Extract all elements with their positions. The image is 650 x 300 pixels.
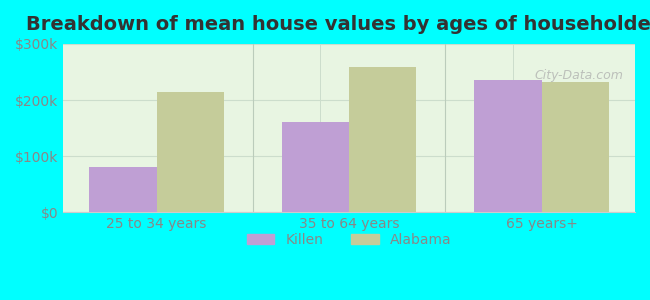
Bar: [541, 82, 609, 212]
Bar: [349, 68, 417, 212]
Bar: [89, 167, 157, 212]
Legend: Killen, Alabama: Killen, Alabama: [241, 227, 457, 253]
Bar: [281, 122, 349, 212]
Text: City-Data.com: City-Data.com: [535, 69, 623, 82]
Title: Breakdown of mean house values by ages of householders: Breakdown of mean house values by ages o…: [26, 15, 650, 34]
Bar: [474, 80, 541, 212]
Bar: [157, 92, 224, 212]
